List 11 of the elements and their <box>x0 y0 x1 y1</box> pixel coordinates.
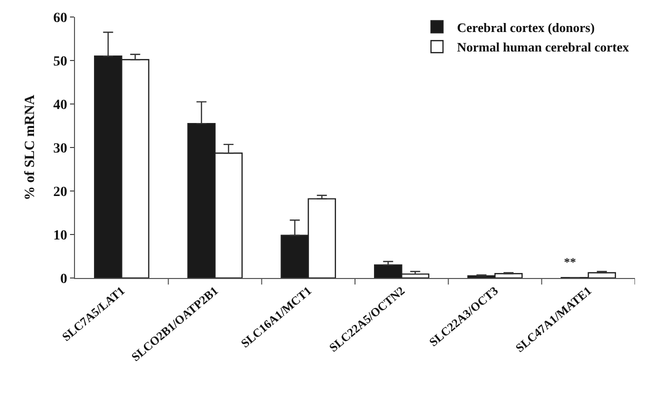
annotation: ** <box>564 255 576 269</box>
y-tick-label: 50 <box>53 54 68 70</box>
y-tick-label: 40 <box>53 98 68 113</box>
y-tick-label: 20 <box>53 184 68 200</box>
legend-label: Normal human cerebral cortex <box>457 40 630 55</box>
y-tick-label: 60 <box>53 10 68 26</box>
y-tick-label: 30 <box>53 141 68 156</box>
y-axis-title: % of SLC mRNA <box>22 94 38 200</box>
legend-label: Cerebral cortex (donors) <box>457 20 595 35</box>
y-tick-label: 10 <box>53 228 68 244</box>
y-tick-label: 0 <box>60 272 68 287</box>
